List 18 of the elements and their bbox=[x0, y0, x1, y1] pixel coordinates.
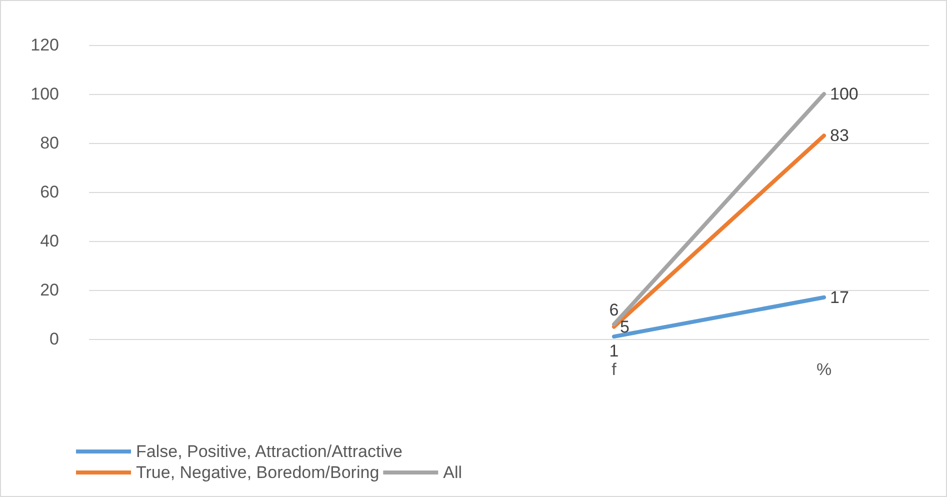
legend-label: True, Negative, Boredom/Boring bbox=[136, 463, 380, 482]
y-tick-label: 100 bbox=[30, 84, 59, 104]
x-tick-label: % bbox=[816, 360, 832, 379]
legend-label: False, Positive, Attraction/Attractive bbox=[136, 442, 402, 461]
y-tick-label: 20 bbox=[40, 280, 59, 300]
y-tick-label: 40 bbox=[40, 232, 59, 250]
y-tick-label: 60 bbox=[40, 182, 59, 202]
y-tick-label: 120 bbox=[30, 36, 59, 54]
legend-label: All bbox=[443, 463, 462, 482]
data-label: 100 bbox=[830, 84, 858, 104]
data-label: 6 bbox=[609, 300, 619, 320]
data-label: 17 bbox=[830, 288, 849, 307]
x-tick-label: f bbox=[612, 360, 617, 379]
data-label: 83 bbox=[830, 126, 849, 146]
y-tick-label: 0 bbox=[50, 330, 59, 348]
data-label: 1 bbox=[609, 342, 619, 361]
y-tick-label: 80 bbox=[40, 134, 59, 152]
data-label: 5 bbox=[620, 317, 630, 336]
